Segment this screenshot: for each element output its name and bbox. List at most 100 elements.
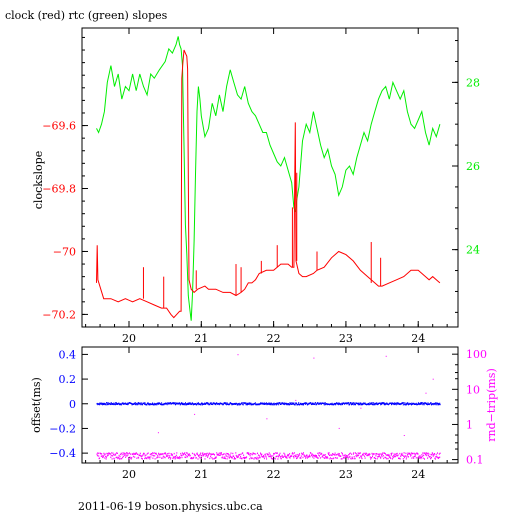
round-trip-point [284,455,286,457]
round-trip-point [348,456,350,458]
round-trip-point [156,456,158,458]
round-trip-point [313,454,314,457]
round-trip-point [313,457,315,459]
offset-point [149,403,151,405]
offset-point [201,404,203,406]
offset-point [187,403,189,405]
offset-point [372,402,374,404]
round-trip-point [406,455,408,457]
round-trip-point [215,457,217,459]
top-y-tick-label: −70 [53,245,76,258]
bottom-y2-tick-label: 1 [466,418,473,431]
round-trip-point [342,454,344,457]
round-trip-point [254,457,256,459]
offset-point [143,402,145,404]
round-trip-point [300,455,302,457]
round-trip-point [408,456,409,458]
round-trip-point [181,452,183,454]
round-trip-point [208,454,209,456]
offset-point [419,402,421,404]
round-trip-point [168,456,170,458]
offset-point [394,403,396,405]
round-trip-outlier [313,357,315,359]
round-trip-point [162,457,164,459]
round-trip-point [390,453,392,455]
offset-point [115,403,117,405]
offset-point [249,402,251,405]
offset-point [305,403,307,405]
round-trip-point [424,452,426,454]
bottom-y2-tick-label: 0.1 [466,454,484,467]
round-trip-point [317,452,319,455]
round-trip-point [167,453,169,455]
round-trip-point [198,455,200,458]
round-trip-point [422,452,424,454]
offset-point [201,402,203,404]
round-trip-point [114,453,116,455]
round-trip-point [188,454,189,456]
round-trip-outlier [385,355,387,357]
round-trip-point [293,452,295,454]
round-trip-point [103,455,104,457]
round-trip-point [329,454,330,456]
offset-point [269,403,271,406]
round-trip-point [182,454,184,456]
round-trip-point [439,452,441,454]
round-trip-point [185,456,187,459]
round-trip-point [437,452,438,454]
offset-point [395,403,397,406]
offset-point [437,402,438,405]
round-trip-point [385,454,387,456]
offset-point [107,403,109,405]
round-trip-point [276,452,278,454]
offset-point [187,402,189,405]
round-trip-point [104,453,106,455]
round-trip-point [279,452,281,455]
offset-point [226,403,228,406]
round-trip-point [370,458,372,460]
round-trip-point [421,454,423,456]
round-trip-point [107,454,109,456]
round-trip-point [385,453,386,455]
round-trip-point [405,458,407,460]
offset-point [331,403,333,406]
round-trip-point [178,456,180,459]
offset-point [238,404,240,406]
offset-point [397,402,399,404]
round-trip-point [325,455,327,458]
round-trip-point [175,455,176,458]
round-trip-point [296,455,298,458]
offset-point [175,403,176,406]
offset-point [352,402,354,404]
round-trip-point [134,456,136,458]
round-trip-point [253,452,255,455]
round-trip-point [165,455,167,457]
offset-point [304,402,306,404]
round-trip-point [191,452,193,455]
round-trip-point [269,455,271,458]
round-trip-point [300,457,302,459]
round-trip-point [294,454,296,457]
round-trip-point [155,452,157,454]
round-trip-point [128,458,130,460]
round-trip-point [388,456,390,458]
offset-point [422,403,424,406]
offset-point [390,402,392,405]
offset-point [401,403,402,405]
round-trip-point [353,452,355,454]
round-trip-point [119,458,120,460]
offset-point [391,402,393,404]
round-trip-point [345,454,347,457]
offset-point [298,402,300,404]
offset-point [407,402,409,404]
offset-point [358,402,360,404]
round-trip-point [289,457,291,459]
round-trip-point [132,455,134,458]
round-trip-point [243,456,245,459]
round-trip-point [328,453,330,456]
round-trip-point [231,456,233,458]
round-trip-point [259,456,261,459]
bottom-x-tick-label: 20 [122,468,136,481]
offset-point [273,402,275,404]
round-trip-point [180,452,182,455]
